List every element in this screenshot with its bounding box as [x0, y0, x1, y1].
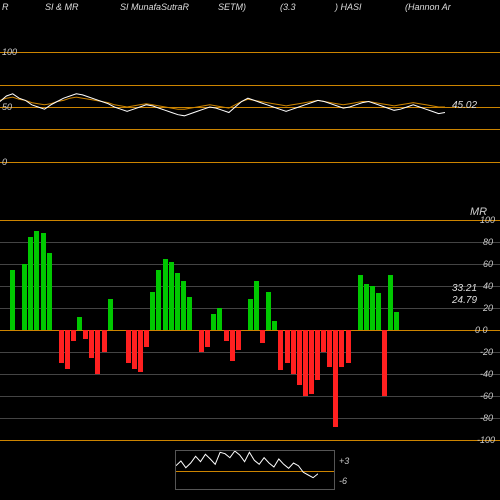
mini-axis-label: -6 — [339, 476, 347, 486]
mr-bar — [394, 312, 399, 330]
mr-axis-label: 20 — [483, 303, 493, 313]
rsi-panel: 10050045.02 — [0, 52, 500, 162]
mr-bar — [254, 281, 259, 331]
header-label: (3.3 — [280, 2, 296, 12]
rsi-lines — [0, 52, 445, 162]
mr-gridline — [0, 220, 500, 221]
mr-bar — [187, 297, 192, 330]
mr-gridline — [0, 396, 500, 397]
mr-bar — [285, 330, 290, 363]
mr-bar — [144, 330, 149, 347]
header-label: SETM) — [218, 2, 246, 12]
mr-bar — [89, 330, 94, 358]
mr-bar — [339, 330, 344, 367]
mr-bar — [47, 253, 52, 330]
mr-bar — [41, 233, 46, 330]
header-label: SI & MR — [45, 2, 79, 12]
mr-bar — [83, 330, 88, 339]
mr-axis-label: 100 — [480, 215, 495, 225]
mr-bar — [71, 330, 76, 341]
mr-bar — [303, 330, 308, 396]
mr-bar — [22, 264, 27, 330]
mr-axis-label: -80 — [480, 413, 493, 423]
mr-bar — [205, 330, 210, 347]
mr-bar — [346, 330, 351, 363]
mr-bar — [34, 231, 39, 330]
mr-gridline — [0, 440, 500, 441]
mr-bar — [224, 330, 229, 341]
mr-bar — [248, 299, 253, 330]
mr-bar — [327, 330, 332, 367]
mr-bar — [126, 330, 131, 363]
mr-bar — [266, 292, 271, 331]
mr-bar — [388, 275, 393, 330]
mr-bar — [163, 259, 168, 331]
mr-bar — [358, 275, 363, 330]
mr-bar — [315, 330, 320, 380]
mr-bar — [333, 330, 338, 427]
mr-bar — [138, 330, 143, 372]
mini-line — [176, 451, 318, 491]
mr-gridline — [0, 286, 500, 287]
mr-bar — [217, 308, 222, 330]
mr-bar — [370, 286, 375, 330]
mr-gridline — [0, 374, 500, 375]
mr-bar — [364, 284, 369, 330]
mr-bar — [175, 273, 180, 330]
mr-gridline — [0, 352, 500, 353]
mini-panel: +3-6 — [175, 450, 335, 490]
rsi-gridline — [0, 162, 500, 163]
mr-bar — [321, 330, 326, 352]
mr-bar — [59, 330, 64, 363]
mr-bar — [65, 330, 70, 369]
header-label: ) HASI — [335, 2, 362, 12]
mr-bar — [291, 330, 296, 374]
mr-axis-label: -100 — [477, 435, 495, 445]
mr-bar — [156, 270, 161, 331]
mr-bar — [230, 330, 235, 361]
mr-gridline — [0, 264, 500, 265]
mr-bar — [169, 262, 174, 330]
mr-value-label: 24.79 — [452, 295, 477, 306]
header-label: (Hannon Ar — [405, 2, 451, 12]
header-label: R — [2, 2, 9, 12]
mr-bar — [236, 330, 241, 350]
mr-axis-label: -40 — [480, 369, 493, 379]
mr-value-label: 33.21 — [452, 283, 477, 294]
mr-bar — [211, 314, 216, 331]
mr-axis-label: 80 — [483, 237, 493, 247]
mr-bar — [108, 299, 113, 330]
mr-bar — [77, 317, 82, 330]
mr-gridline — [0, 418, 500, 419]
mr-bar — [102, 330, 107, 352]
mr-axis-label: -60 — [480, 391, 493, 401]
mr-bar — [382, 330, 387, 396]
mr-axis-label: 40 — [483, 281, 493, 291]
mr-bar — [181, 281, 186, 331]
mr-bar — [199, 330, 204, 352]
mr-bar — [297, 330, 302, 385]
mr-bar — [150, 292, 155, 331]
mr-panel: MR100806040200 0-20-40-60-80-10033.2124.… — [0, 220, 500, 440]
mr-bar — [272, 321, 277, 330]
mini-axis-label: +3 — [339, 456, 349, 466]
mr-axis-label: -20 — [480, 347, 493, 357]
mr-bar — [10, 270, 15, 331]
mr-axis-label: 0 0 — [475, 325, 488, 335]
header-label: SI MunafaSutraR — [120, 2, 189, 12]
mr-bar — [260, 330, 265, 343]
mr-bar — [278, 330, 283, 370]
mr-bar — [95, 330, 100, 374]
mr-bar — [132, 330, 137, 369]
rsi-value-label: 45.02 — [452, 100, 477, 111]
chart-header: R SI & MR SI MunafaSutraR SETM) (3.3 ) HASI (H… — [0, 2, 500, 16]
mr-bar — [28, 237, 33, 331]
mr-bar — [309, 330, 314, 394]
mr-axis-label: 60 — [483, 259, 493, 269]
mr-gridline — [0, 242, 500, 243]
mr-bar — [376, 293, 381, 330]
